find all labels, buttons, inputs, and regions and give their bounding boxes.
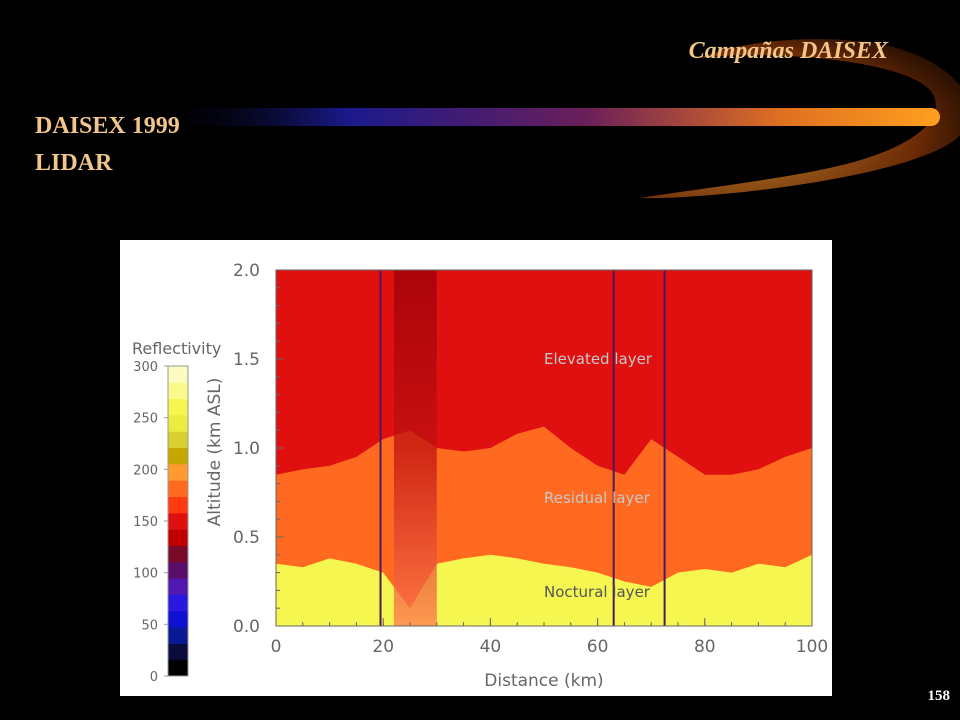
- y-axis-label: Altitude (km ASL): [205, 378, 225, 527]
- title-swoosh: [150, 39, 960, 199]
- colorbar-tick-label-5: 250: [133, 412, 158, 427]
- colorbar-swatch-15: [168, 414, 188, 432]
- colorbar-swatch-12: [168, 463, 188, 481]
- page-number: 158: [927, 688, 951, 704]
- colorbar-swatch-14: [168, 431, 188, 449]
- colorbar-title: Reflectivity: [132, 339, 221, 358]
- lidar-figure: 0 20 40 60 80 100 0.0 0.5 1.0 1.5 2.0 Elevated la…: [120, 240, 832, 696]
- heading-instrument: LIDAR: [35, 150, 113, 176]
- colorbar-tick-label-4: 200: [133, 463, 158, 478]
- lidar-chart: 0 20 40 60 80 100 0.0 0.5 1.0 1.5 2.0 Elevated la…: [132, 261, 828, 691]
- colorbar-swatch-13: [168, 447, 188, 465]
- colorbar-swatch-2: [168, 627, 188, 644]
- layer-label-elevated: Elevated layer: [544, 350, 653, 368]
- colorbar-swatch-3: [168, 610, 188, 628]
- colorbar-tick-label-2: 100: [133, 567, 158, 582]
- layer-label-residual: Residual layer: [544, 489, 651, 507]
- colorbar-swatch-17: [168, 382, 188, 400]
- x-tick-label-4: 80: [694, 637, 716, 657]
- x-tick-label-1: 20: [372, 637, 394, 657]
- colorbar-swatch-10: [168, 496, 188, 514]
- colorbar-swatch-18: [168, 366, 188, 383]
- colorbar-swatch-9: [168, 512, 188, 530]
- x-tick-label-0: 0: [271, 637, 282, 657]
- y-tick-label-2: 1.0: [233, 439, 260, 459]
- colorbar-tick-label-0: 0: [150, 670, 158, 685]
- x-tick-label-5: 100: [796, 637, 828, 657]
- colorbar-tick-label-6: 300: [133, 360, 158, 375]
- x-axis-label: Distance (km): [484, 671, 603, 691]
- colorbar: [167, 365, 189, 677]
- heading-year: DAISEX 1999: [35, 113, 180, 139]
- layer-label-noctural: Noctural layer: [544, 583, 651, 601]
- slide-title: Campañas DAISEX: [688, 38, 888, 64]
- x-tick-label-3: 60: [587, 637, 609, 657]
- colorbar-tick-label-3: 150: [133, 515, 158, 530]
- plot-area: [276, 270, 812, 626]
- y-tick-label-0: 0.0: [233, 617, 260, 637]
- x-tick-label-2: 40: [480, 637, 502, 657]
- colorbar-swatch-16: [168, 398, 188, 416]
- colorbar-swatch-1: [168, 643, 188, 661]
- colorbar-swatch-6: [168, 561, 188, 579]
- y-tick-label-3: 1.5: [233, 350, 260, 370]
- colorbar-swatch-4: [168, 594, 188, 612]
- colorbar-swatch-5: [168, 578, 188, 595]
- colorbar-swatch-11: [168, 480, 188, 498]
- colorbar-swatch-7: [168, 545, 188, 563]
- colorbar-swatch-0: [168, 659, 188, 677]
- colorbar-swatch-8: [168, 529, 188, 546]
- colorbar-tick-label-1: 50: [141, 618, 158, 633]
- y-tick-label-1: 0.5: [233, 528, 260, 548]
- aerosol-plume: [393, 270, 437, 626]
- y-tick-label-4: 2.0: [233, 261, 260, 281]
